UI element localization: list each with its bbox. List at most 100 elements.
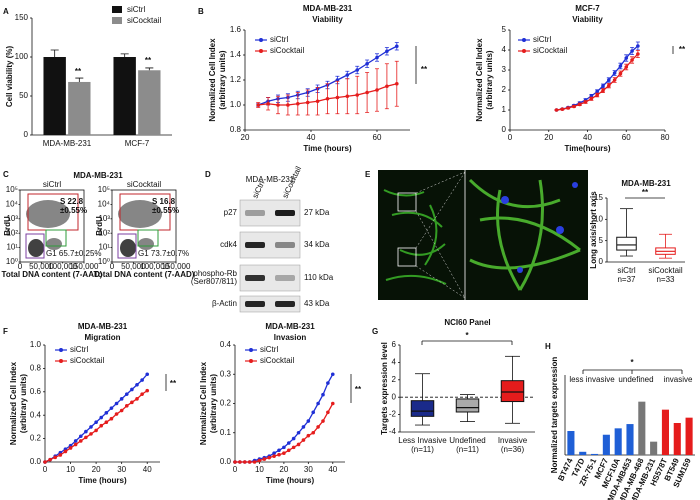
legend-marker [59,359,63,363]
protein-label: β-Actin [212,299,237,308]
panel-letter: C [3,170,9,179]
cell-cloud [118,200,162,228]
x-tick-label: 100,000 [140,262,169,271]
size-label: 43 kDa [304,299,330,308]
x-tick-label: 20 [241,133,250,142]
data-point [355,68,360,72]
significance: ** [642,188,649,197]
data-point [365,90,369,95]
data-point [73,439,78,443]
data-point [345,73,350,77]
data-point [104,411,109,415]
chart-title: Viability [312,15,343,24]
bar [626,424,634,455]
x-tick-label: 10 [255,465,264,474]
protein-label: p27 [224,208,238,217]
data-point [94,428,98,433]
data-point [84,435,88,440]
y-axis-label: Cell viability (%) [5,45,14,107]
data-point [262,457,267,461]
data-point [395,44,399,49]
chart-title: MDA-MB-231 [621,179,671,188]
data-point [326,410,330,415]
x-axis-label: Time(hours) [564,144,610,153]
y-axis-label: Normalized targets expression [550,357,559,474]
y-tick-label: 0.2 [220,399,232,408]
legend-marker [522,49,526,53]
data-point [78,434,83,439]
data-point [601,88,605,93]
data-point [257,458,262,463]
significance: ** [75,67,82,76]
x-axis-label: Time (hours) [78,476,127,485]
bar [68,81,91,135]
y-tick-label: 5 [599,236,604,245]
data-point [130,400,134,405]
data-point [282,445,286,450]
data-point [43,460,47,464]
chart-title: MDA-MB-231 [303,4,353,13]
y-tick-label: 0.6 [30,387,42,396]
cell-cloud [46,238,62,250]
legend-label: siCtrl [70,345,88,354]
panel-letter: H [545,342,551,351]
data-point [296,430,301,435]
series-line [556,45,639,111]
chart-title: MCF-7 [575,4,600,13]
data-point [233,460,237,464]
error-bar [145,67,154,71]
data-point [135,382,139,387]
y-tick-label: 10³ [98,214,110,223]
data-point [256,103,261,107]
bar [638,401,646,455]
data-point [636,52,640,56]
band [245,301,265,307]
data-point [109,406,114,410]
data-point [114,401,119,406]
n-label: (n=36) [501,445,525,454]
blot-strip [239,295,301,313]
data-point [286,103,290,107]
x-axis-label: Time (hours) [266,476,315,485]
protein-label: (Ser807/811) [191,277,237,286]
y-axis-label: Targets expression level [380,342,389,435]
data-point [140,378,144,382]
significance: ** [170,379,177,388]
data-point [375,55,379,60]
data-point [316,401,320,406]
x-tick-label: Undefined [449,436,485,445]
bar [43,57,66,135]
sample-label: siCocktail [127,180,161,189]
data-point [99,423,104,428]
data-point [145,372,150,377]
data-point [395,81,399,86]
data-point [321,392,325,397]
gate-g1 [117,233,137,259]
data-point [78,439,83,443]
x-tick-label: 0 [110,262,115,271]
bar [650,441,658,455]
data-point [94,420,98,425]
n-label: n=37 [617,275,636,284]
data-point [624,56,629,60]
data-point [607,83,611,88]
band [245,242,265,248]
y-tick-label: 10⁴ [98,200,111,209]
y-tick-label: 0.0 [220,457,232,466]
x-tick-label: 40 [328,465,337,474]
chart-title: Migration [85,333,121,342]
error-bar [50,49,59,57]
data-point [119,408,124,413]
data-point [252,460,257,464]
data-point [286,448,291,453]
data-point [99,415,104,420]
y-tick-label: 2 [502,85,507,94]
series-line [44,373,148,463]
data-point [325,96,330,101]
y-tick-label: 10⁵ [98,185,110,194]
data-point [595,93,599,97]
x-tick-label: 30 [304,465,313,474]
x-tick-label: 40 [583,133,592,142]
bar [138,70,161,135]
x-tick-label: MDA-MB-231 [43,139,92,148]
